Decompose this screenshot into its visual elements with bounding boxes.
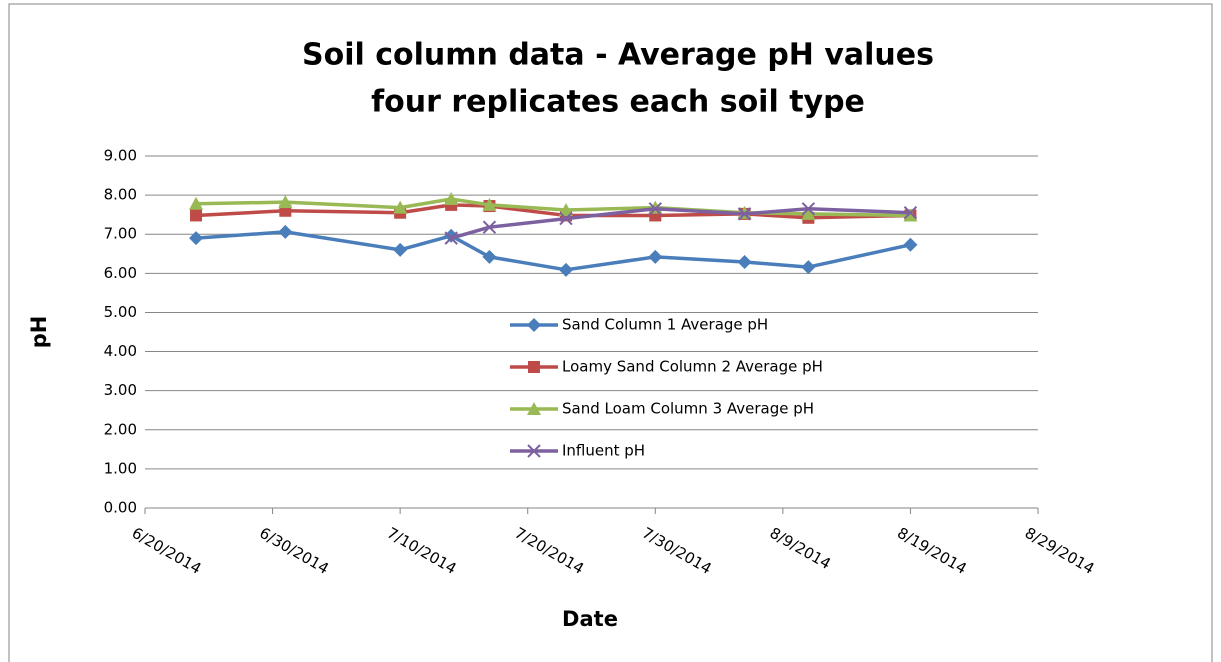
- legend-label: Influent pH: [562, 442, 645, 460]
- legend-label: Sand Column 1 Average pH: [562, 316, 768, 334]
- data-point: [558, 202, 573, 216]
- legend-marker: [528, 361, 540, 373]
- y-tick-label: 9.00: [104, 147, 137, 165]
- chart-border: [8, 3, 1213, 662]
- legend-marker: [527, 318, 541, 332]
- data-point: [648, 249, 663, 264]
- y-tick-label: 3.00: [104, 381, 137, 399]
- y-tick-label: 4.00: [104, 342, 137, 360]
- data-point: [393, 242, 408, 257]
- data-point: [482, 249, 497, 264]
- legend-marker: [527, 402, 541, 415]
- data-point: [393, 200, 408, 214]
- chart-title: four replicates each soil type: [371, 85, 865, 120]
- data-point: [903, 206, 918, 220]
- data-point: [444, 228, 459, 243]
- y-tick-label: 2.00: [104, 420, 137, 438]
- data-point: [444, 231, 458, 245]
- data-point: [278, 195, 293, 209]
- x-axis-title: Date: [562, 607, 618, 631]
- y-tick-label: 8.00: [104, 186, 137, 204]
- legend-label: Sand Loam Column 3 Average pH: [562, 400, 814, 418]
- data-point: [558, 262, 573, 277]
- data-point: [189, 196, 204, 210]
- y-tick-label: 5.00: [104, 303, 137, 321]
- y-tick-label: 7.00: [104, 225, 137, 243]
- y-tick-label: 6.00: [104, 264, 137, 282]
- series-line: [195, 230, 911, 272]
- data-point: [482, 220, 497, 234]
- y-tick-label: 0.00: [104, 499, 137, 517]
- data-point: [559, 211, 573, 226]
- data-point: [189, 231, 204, 246]
- data-point: [737, 207, 752, 221]
- legend-label: Loamy Sand Column 2 Average pH: [562, 358, 823, 376]
- legend-marker: [527, 444, 541, 458]
- series-line: [195, 197, 911, 218]
- data-point: [903, 237, 918, 252]
- series-line: [195, 203, 911, 220]
- data-point: [444, 192, 459, 206]
- data-point: [737, 254, 752, 269]
- data-point: [801, 260, 816, 275]
- chart-title: Soil column data - Average pH values: [302, 38, 934, 73]
- data-point: [278, 224, 293, 239]
- data-point: [801, 206, 816, 220]
- y-axis-title: pH: [27, 316, 51, 349]
- y-tick-label: 1.00: [104, 459, 137, 477]
- data-point: [648, 202, 662, 216]
- data-point: [190, 209, 203, 222]
- data-point: [482, 197, 497, 211]
- data-point: [903, 208, 918, 222]
- data-point: [801, 202, 816, 216]
